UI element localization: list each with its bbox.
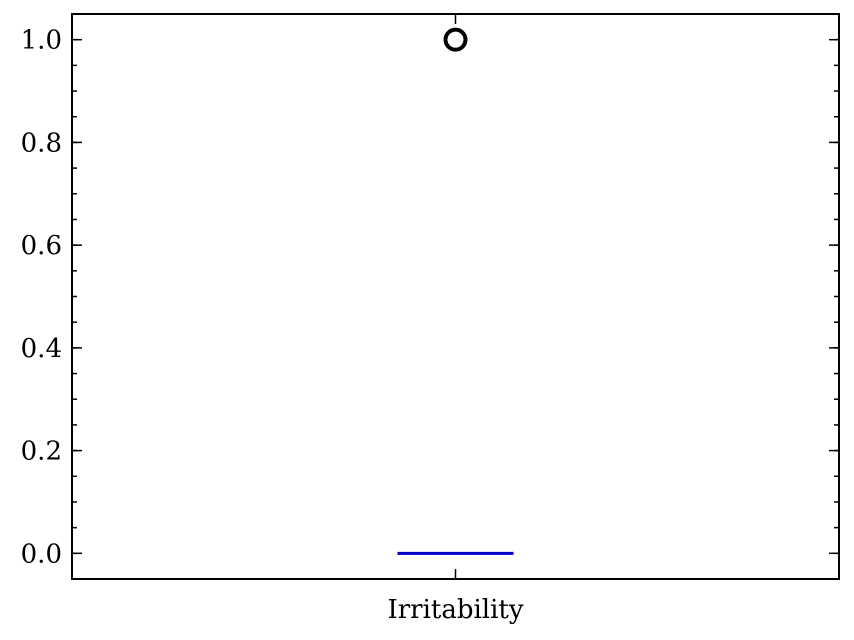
y-tick-label: 0.2 bbox=[21, 437, 62, 467]
outlier-point bbox=[443, 27, 468, 52]
y-major-ticks: 0.0 0.2 0.4 0.6 0.8 1.0 bbox=[21, 26, 839, 569]
y-tick-label: 1.0 bbox=[21, 26, 62, 56]
y-tick-label: 0.4 bbox=[21, 334, 62, 364]
y-tick-label: 0.6 bbox=[21, 231, 62, 261]
x-ticks: Irritability bbox=[387, 14, 524, 625]
x-tick-label: Irritability bbox=[387, 595, 523, 625]
plot-area bbox=[72, 14, 839, 579]
plot-frame bbox=[71, 13, 840, 580]
y-tick-label: 0.8 bbox=[21, 128, 62, 158]
y-tick-label: 0.0 bbox=[21, 539, 62, 569]
boxes bbox=[397, 27, 514, 555]
